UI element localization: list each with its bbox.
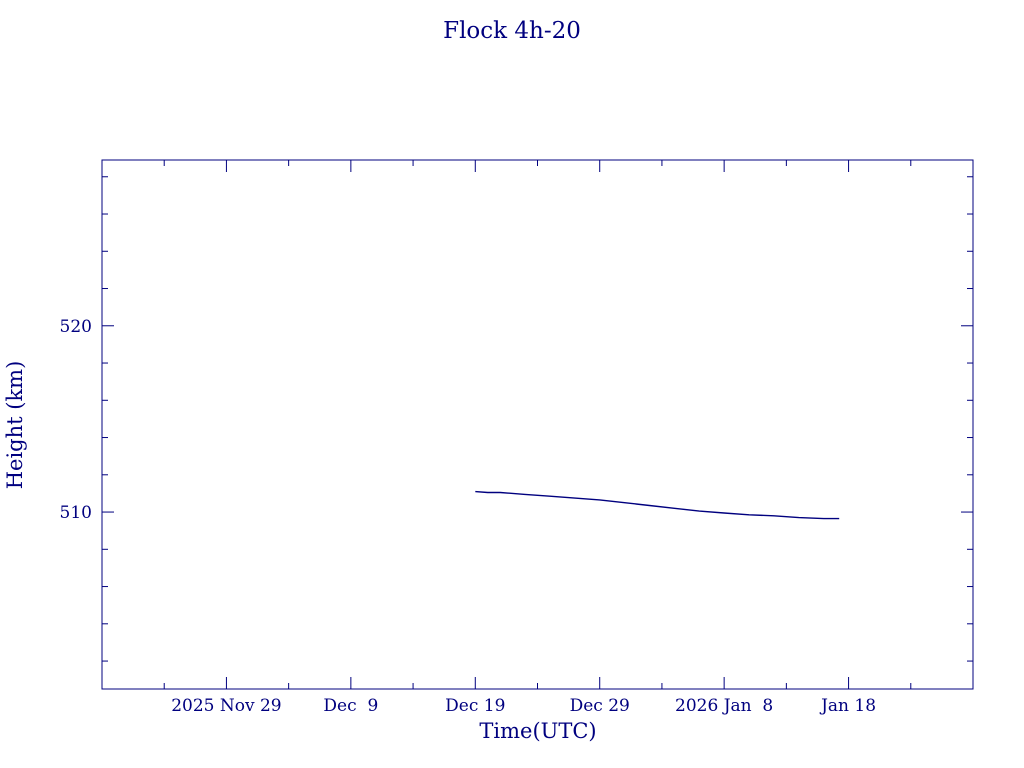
x-tick-label: Dec 29 (570, 696, 630, 716)
x-axis-label: Time(UTC) (479, 719, 596, 743)
plot-border (101, 159, 974, 690)
axis-ticks (102, 160, 973, 689)
x-tick-label: Dec 9 (323, 696, 378, 716)
y-axis-label: Height (km) (3, 361, 27, 490)
series-line (475, 490, 840, 520)
y-tick-label: 510 (60, 503, 92, 523)
x-tick-label: 2026 Jan 8 (675, 696, 773, 716)
chart-title: Flock 4h-20 (443, 18, 581, 44)
axis-tick-labels: 2025 Nov 29 Dec 9 Dec 19 Dec 29 2026 Jan 8 Ja… (60, 317, 876, 716)
y-tick-label: 520 (60, 317, 92, 337)
x-tick-label: 2025 Nov 29 (171, 696, 281, 716)
plot-frame (101, 159, 974, 690)
x-tick-label: Jan 18 (819, 696, 876, 716)
x-tick-label: Dec 19 (445, 696, 505, 716)
series-layer (475, 490, 840, 520)
